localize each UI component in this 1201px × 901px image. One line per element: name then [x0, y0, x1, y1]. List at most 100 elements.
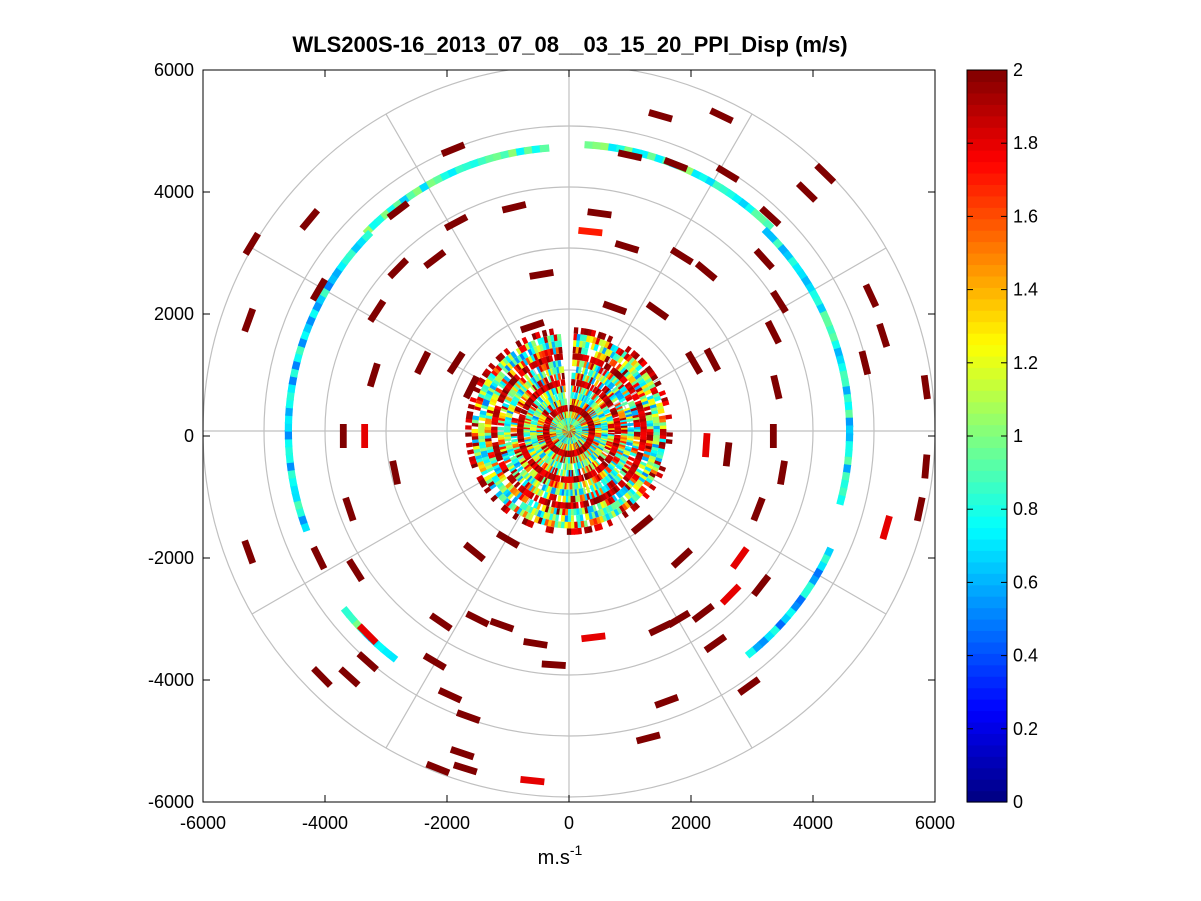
- core-range-gate: [513, 373, 521, 381]
- core-range-gate: [619, 375, 627, 383]
- core-range-gate: [588, 377, 595, 384]
- core-range-gate: [599, 353, 605, 361]
- arc-range-gate: [288, 476, 298, 487]
- core-range-gate: [603, 448, 610, 454]
- core-range-gate: [606, 335, 614, 343]
- core-range-gate: [533, 501, 539, 509]
- core-range-gate: [605, 372, 613, 380]
- core-range-gate: [522, 496, 530, 504]
- core-range-gate: [597, 480, 603, 488]
- colorbar-band: [967, 333, 1007, 346]
- core-range-gate: [572, 379, 576, 386]
- core-range-gate: [533, 494, 540, 502]
- core-range-gate: [605, 456, 612, 463]
- core-range-gate: [503, 386, 511, 393]
- return-gate: [449, 746, 475, 761]
- core-range-gate: [529, 460, 536, 467]
- core-range-gate: [596, 473, 603, 481]
- core-range-gate: [521, 351, 529, 359]
- core-range-gate: [624, 492, 632, 500]
- colorbar-band: [967, 287, 1007, 300]
- core-range-gate: [530, 470, 537, 477]
- core-range-gate: [527, 476, 535, 484]
- core-range-gate: [585, 397, 591, 404]
- core-range-gate: [600, 451, 608, 458]
- core-range-gate: [585, 375, 591, 383]
- core-range-gate: [563, 521, 568, 529]
- core-range-gate: [535, 473, 542, 481]
- core-range-gate: [530, 507, 537, 515]
- core-range-gate: [617, 481, 625, 489]
- core-range-gate: [491, 426, 498, 431]
- arc-range-gate: [286, 460, 295, 472]
- core-range-gate: [476, 395, 485, 402]
- core-range-gate: [630, 359, 639, 367]
- core-range-gate: [518, 457, 526, 464]
- core-range-gate: [610, 470, 617, 478]
- colorbar-band: [967, 138, 1007, 151]
- core-range-gate: [593, 395, 600, 402]
- core-range-gate: [598, 515, 605, 524]
- return-gate: [921, 454, 931, 479]
- core-range-gate: [629, 504, 638, 512]
- core-range-gate: [489, 383, 497, 391]
- core-range-gate: [512, 397, 520, 403]
- core-range-gate: [613, 484, 621, 492]
- core-range-gate: [498, 483, 506, 491]
- core-range-gate: [477, 477, 486, 485]
- core-range-gate: [592, 394, 598, 401]
- core-range-gate: [604, 513, 611, 521]
- arc-range-gate: [845, 441, 854, 451]
- core-range-gate: [615, 347, 623, 355]
- core-range-gate: [560, 449, 565, 457]
- core-range-gate: [514, 382, 522, 389]
- core-range-gate: [544, 456, 550, 463]
- colorbar-band: [967, 150, 1007, 163]
- arc-range-gate: [289, 483, 299, 495]
- core-range-gate: [609, 487, 617, 496]
- core-range-gate: [599, 403, 607, 409]
- core-range-gate: [637, 357, 646, 365]
- colorbar-band: [967, 687, 1007, 700]
- x-tick-label: -2000: [424, 813, 470, 833]
- core-range-gate: [593, 387, 600, 394]
- core-range-gate: [527, 378, 535, 386]
- core-range-gate: [522, 451, 530, 457]
- return-gate: [389, 460, 401, 486]
- core-range-gate: [498, 473, 506, 480]
- core-range-gate: [605, 399, 612, 406]
- colorbar-band: [967, 264, 1007, 277]
- core-range-gate: [543, 363, 549, 371]
- core-range-gate: [516, 402, 524, 408]
- core-range-gate: [558, 346, 563, 354]
- core-range-gate: [545, 478, 551, 486]
- core-range-gate: [622, 389, 630, 396]
- core-range-gate: [518, 398, 526, 405]
- core-range-gate: [544, 407, 551, 414]
- core-range-gate: [542, 401, 548, 408]
- data-layer: [241, 107, 931, 786]
- core-range-gate: [472, 415, 480, 421]
- return-gate: [635, 731, 661, 745]
- core-range-gate: [545, 464, 551, 471]
- core-range-gate: [510, 467, 518, 475]
- core-range-gate: [495, 453, 503, 460]
- core-range-gate: [577, 366, 582, 374]
- core-range-gate: [545, 485, 551, 493]
- core-range-gate: [592, 461, 598, 468]
- core-range-gate: [511, 375, 519, 383]
- core-range-gate: [599, 501, 605, 509]
- core-range-gate: [609, 351, 617, 359]
- core-range-gate: [537, 467, 544, 474]
- core-range-gate: [604, 499, 611, 507]
- core-range-gate: [632, 460, 640, 467]
- core-range-gate: [555, 454, 561, 462]
- core-range-gate: [521, 366, 529, 375]
- core-range-gate: [521, 344, 529, 352]
- core-range-gate: [588, 399, 594, 406]
- core-range-gate: [527, 410, 535, 415]
- arc-range-gate: [361, 229, 374, 242]
- core-range-gate: [646, 368, 655, 376]
- core-range-gate: [473, 386, 481, 394]
- colorbar-band: [967, 115, 1007, 128]
